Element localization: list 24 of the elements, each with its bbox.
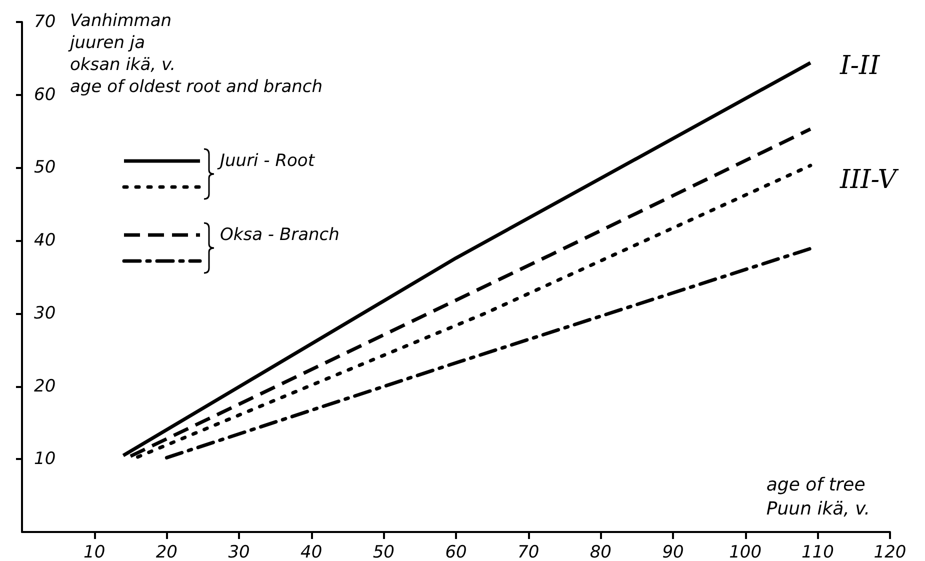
x-tick-label: 70 bbox=[518, 542, 540, 561]
y-tick-label: 60 bbox=[34, 84, 56, 105]
legend-label: Oksa - Branch bbox=[220, 225, 340, 245]
annotation: III-V bbox=[839, 165, 899, 195]
x-axis-title: age of tree Puun ikä, v. bbox=[766, 474, 870, 520]
y-tick-label: 40 bbox=[34, 230, 56, 251]
x-tick-label: 110 bbox=[801, 542, 834, 561]
x-tick-label: 30 bbox=[228, 542, 250, 561]
x-tick-label: 10 bbox=[84, 542, 106, 561]
y-axis-title: Vanhimman juuren ja oksan ikä, v. age of oldest root and branch bbox=[68, 11, 323, 97]
x-tick-label: 80 bbox=[590, 542, 612, 561]
x-tick-label: 40 bbox=[300, 542, 322, 561]
annotation: I-II bbox=[839, 51, 880, 81]
x-tick-label: 20 bbox=[156, 542, 178, 561]
y-tick-label: 20 bbox=[34, 376, 56, 396]
y-tick-label: 10 bbox=[34, 449, 56, 470]
y-tick-label: 50 bbox=[34, 158, 56, 178]
x-tick-label: 60 bbox=[445, 542, 467, 561]
y-tick-label: 70 bbox=[34, 12, 56, 32]
x-tick-label: 50 bbox=[372, 542, 394, 561]
x-tick-label: 120 bbox=[874, 542, 906, 561]
x-tick-label: 90 bbox=[662, 542, 684, 561]
y-tick-label: 30 bbox=[34, 303, 56, 324]
x-tick-label: 100 bbox=[729, 542, 762, 561]
